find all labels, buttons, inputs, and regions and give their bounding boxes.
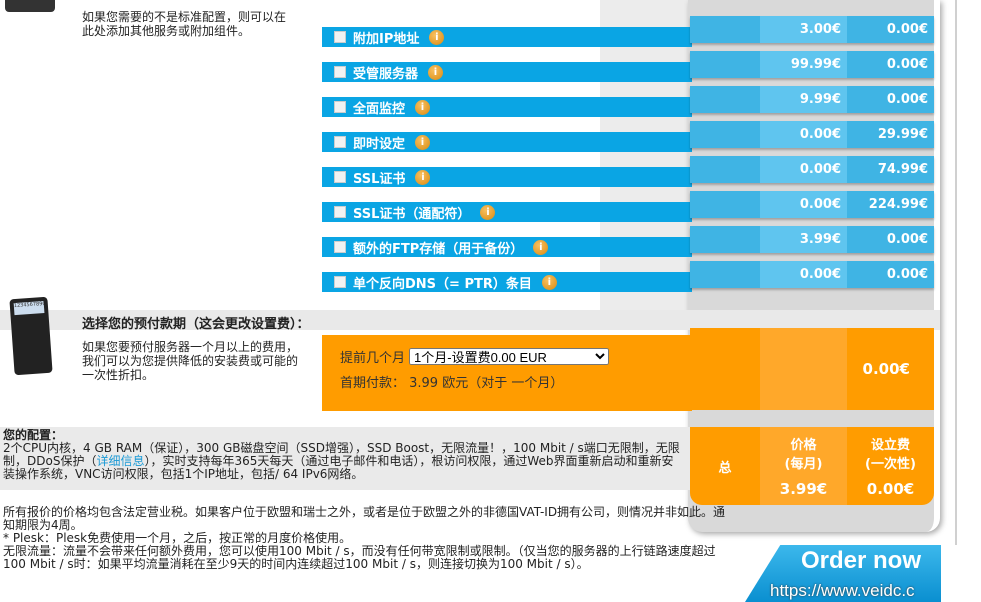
addon-price-row: 3.00€ 0.00€ <box>690 16 934 43</box>
addon-row[interactable]: 即时设定 i <box>322 132 692 152</box>
addon-row[interactable]: SSL证书 i <box>322 167 692 187</box>
addon-row[interactable]: SSL证书（通配符） i <box>322 202 692 222</box>
setup-sub: (一次性) <box>865 457 916 472</box>
addon-label: 全面监控 <box>353 101 406 117</box>
addon-price: 0.00€ <box>760 156 847 183</box>
info-icon[interactable]: i <box>541 274 557 290</box>
addon-setup: 74.99€ <box>847 156 934 183</box>
order-now-button[interactable]: Order now <box>745 545 941 602</box>
configuration: 您的配置： 2个CPU内核，4 GB RAM（保证），300 GB磁盘空间（SS… <box>0 427 690 490</box>
prepay-description: 如果您要预付服务器一个月以上的费用，我们可以为您提供降低的安装费或可能的一次性折… <box>82 340 299 382</box>
addon-price: 0.00€ <box>760 261 847 288</box>
addon-label: 单个反向DNS（= PTR）条目 <box>353 276 532 292</box>
summary: 总 价格 (每月) 3.99€ 设立费 (一次性) 0.00€ <box>690 427 934 505</box>
prepay-setup-total: 0.00€ <box>847 328 934 410</box>
config-text: 2个CPU内核，4 GB RAM（保证），300 GB磁盘空间（SSD增强），S… <box>3 441 680 468</box>
note: 所有报价的价格均包含法定营业税。如果客户位于欧盟和瑞士之外，或者是位于欧盟之外的… <box>3 505 726 532</box>
divider <box>955 0 957 545</box>
prepay-heading-band <box>0 310 940 330</box>
addon-setup: 224.99€ <box>847 191 934 218</box>
addon-price-row: 3.99€ 0.00€ <box>690 226 934 253</box>
total-setup: 0.00€ <box>866 480 915 498</box>
addon-row[interactable]: 额外的FTP存储（用于备份） i <box>322 237 692 257</box>
addon-price-row: 0.00€ 29.99€ <box>690 121 934 148</box>
addon-label: SSL证书（通配符） <box>353 206 471 222</box>
addon-checkbox[interactable] <box>334 66 346 78</box>
info-icon[interactable]: i <box>415 99 431 115</box>
info-icon[interactable]: i <box>480 204 496 220</box>
config-text-2: ），实时支持每年365天每天（通过电子邮件和电话），根访问权限，通过Web界面重… <box>3 454 674 481</box>
addon-price-row: 0.00€ 0.00€ <box>690 261 934 288</box>
total-price: 3.99€ <box>779 480 828 498</box>
addon-label: 即时设定 <box>353 136 406 152</box>
addon-price: 0.00€ <box>760 121 847 148</box>
addon-price: 3.00€ <box>760 16 847 43</box>
server-icon <box>5 0 55 12</box>
addon-label: SSL证书 <box>353 171 406 187</box>
prepay-title: 选择您的预付款期（这会更改设置费）： <box>82 317 310 332</box>
addon-checkbox[interactable] <box>334 171 346 183</box>
addon-price: 99.99€ <box>760 51 847 78</box>
addon-price: 0.00€ <box>760 191 847 218</box>
addon-row[interactable]: 单个反向DNS（= PTR）条目 i <box>322 272 692 292</box>
details-link[interactable]: 详细信息 <box>96 454 145 468</box>
addon-setup: 0.00€ <box>847 86 934 113</box>
addon-setup: 0.00€ <box>847 16 934 43</box>
addon-row[interactable]: 受管服务器 i <box>322 62 692 82</box>
info-icon[interactable]: i <box>415 134 431 150</box>
addon-setup: 0.00€ <box>847 226 934 253</box>
prepay-months-select[interactable]: 1个月-设置费0.00 EUR <box>409 348 610 365</box>
addon-price-row: 0.00€ 74.99€ <box>690 156 934 183</box>
addon-checkbox[interactable] <box>334 101 346 113</box>
addon-checkbox[interactable] <box>334 136 346 148</box>
addon-price-row: 0.00€ 224.99€ <box>690 191 934 218</box>
calculator-icon: 1234567890 <box>9 296 53 376</box>
info-icon[interactable]: i <box>533 239 549 255</box>
addon-price: 3.99€ <box>760 226 847 253</box>
first-payment: 首期付款： 3.99 欧元（对于 一个月） <box>340 376 564 391</box>
config-title: 您的配置： <box>3 428 64 442</box>
total-label: 总 <box>690 427 760 505</box>
note: 无限流量：流量不会带来任何额外费用，您可以使用100 Mbit / s，而没有任… <box>3 544 716 571</box>
price-sub: (每月) <box>784 457 823 472</box>
prepay-price-row: 0.00€ <box>690 328 934 410</box>
addon-checkbox[interactable] <box>334 206 346 218</box>
price-label: 价格 <box>790 438 817 453</box>
info-icon[interactable]: i <box>428 64 444 80</box>
info-icon[interactable]: i <box>429 29 445 45</box>
addon-price-row: 99.99€ 0.00€ <box>690 51 934 78</box>
addon-setup: 0.00€ <box>847 261 934 288</box>
calculator-display: 1234567890 <box>13 301 45 316</box>
addon-row[interactable]: 附加IP地址 i <box>322 27 692 47</box>
addon-checkbox[interactable] <box>334 241 346 253</box>
addon-price: 9.99€ <box>760 86 847 113</box>
prepay-box: 提前几个月 1个月-设置费0.00 EUR 首期付款： 3.99 欧元（对于 一… <box>322 335 692 411</box>
addon-row[interactable]: 全面监控 i <box>322 97 692 117</box>
addon-label: 附加IP地址 <box>353 31 420 47</box>
notes: 所有报价的价格均包含法定营业税。如果客户位于欧盟和瑞士之外，或者是位于欧盟之外的… <box>3 506 731 571</box>
watermark: https://www.veidc.c <box>770 581 915 600</box>
note: * Plesk：Plesk免费使用一个月，之后，按正常的月度价格使用。 <box>3 531 352 545</box>
addon-label: 额外的FTP存储（用于备份） <box>353 241 524 257</box>
addon-checkbox[interactable] <box>334 31 346 43</box>
addon-price-row: 9.99€ 0.00€ <box>690 86 934 113</box>
setup-label: 设立费 <box>870 438 910 453</box>
addon-checkbox[interactable] <box>334 276 346 288</box>
months-label: 提前几个月 <box>340 351 406 366</box>
addon-label: 受管服务器 <box>353 66 419 82</box>
addon-setup: 0.00€ <box>847 51 934 78</box>
addon-setup: 29.99€ <box>847 121 934 148</box>
info-icon[interactable]: i <box>415 169 431 185</box>
addons-description: 如果您需要的不是标准配置，则可以在此处添加其他服务或附加组件。 <box>82 10 287 38</box>
addon-column-bg <box>600 0 695 310</box>
